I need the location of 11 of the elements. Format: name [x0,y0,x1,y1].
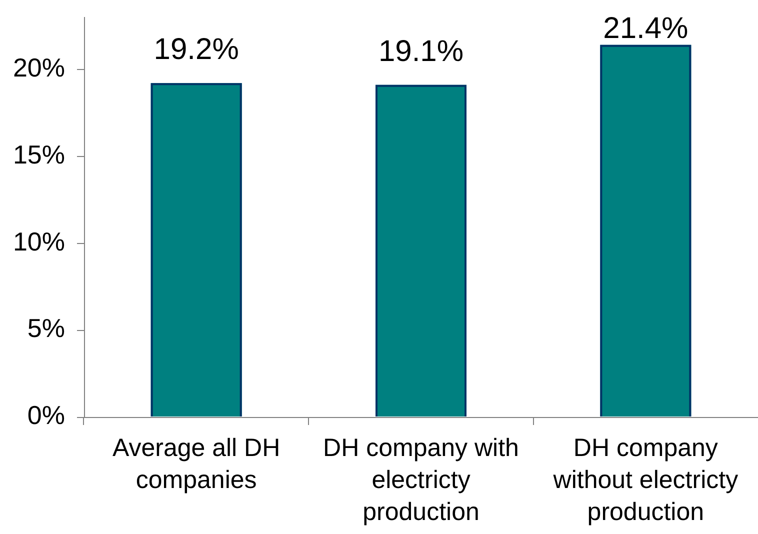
y-tick-label: 10% [12,226,65,256]
y-tick-label: 15% [12,139,65,170]
y-tick-label: 0% [27,400,65,430]
y-tick-label: 20% [12,52,65,82]
data-label: 19.2% [154,33,239,66]
data-label: 19.1% [378,34,464,68]
x-tick-label: DH company without electricty production [552,434,739,526]
x-tick-label: DH company with electricty production [323,434,519,526]
x-tick-label: Average all DH companies [112,434,280,494]
data-label: 21.4% [603,12,688,45]
y-tick-label: 5% [27,313,65,344]
